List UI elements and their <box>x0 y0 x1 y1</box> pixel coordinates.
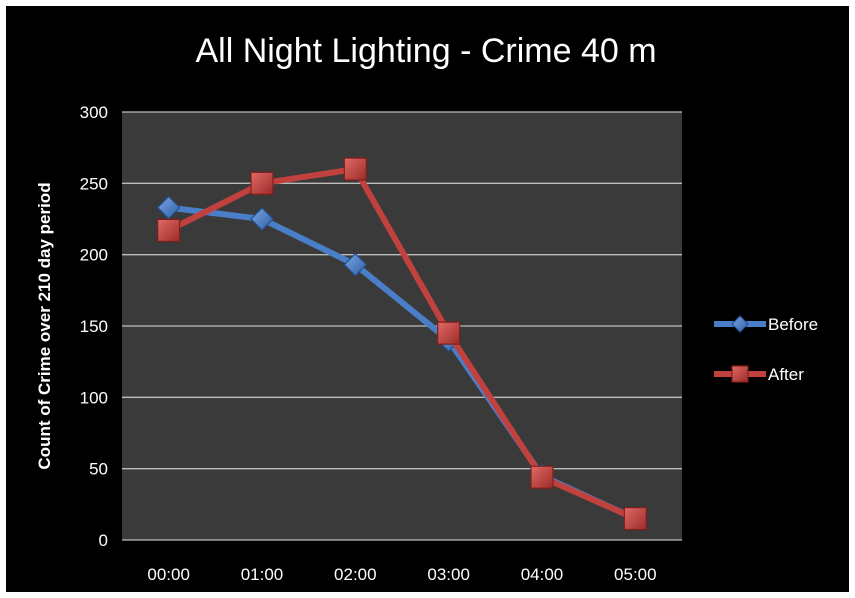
data-point <box>530 465 554 489</box>
legend-label: Before <box>768 315 818 334</box>
y-tick-label: 300 <box>80 103 108 122</box>
data-point <box>343 252 368 277</box>
x-tick-label: 05:00 <box>614 565 657 584</box>
legend-label: After <box>768 365 804 384</box>
y-tick-label: 200 <box>80 246 108 265</box>
line-chart: All Night Lighting - Crime 40 m 0 50 100 15… <box>35 32 818 584</box>
data-point <box>156 195 181 220</box>
y-tick-label: 250 <box>80 174 108 193</box>
data-point <box>731 365 749 383</box>
gridlines <box>122 111 682 541</box>
x-tick-label: 03:00 <box>427 565 470 584</box>
x-tick-label: 01:00 <box>241 565 284 584</box>
y-tick-label: 150 <box>80 317 108 336</box>
y-tick-label: 50 <box>89 460 108 479</box>
data-point <box>623 507 647 531</box>
series-line <box>165 166 639 522</box>
y-axis-ticks: 0 50 100 150 200 250 300 <box>80 103 108 550</box>
y-tick-label: 100 <box>80 388 108 407</box>
y-axis-label: Count of Crime over 210 day period <box>35 182 54 469</box>
legend-item: Before <box>714 315 818 334</box>
x-tick-label: 00:00 <box>147 565 190 584</box>
x-axis-ticks: 00:00 01:00 02:00 03:00 04:00 05:00 <box>147 565 656 584</box>
data-point <box>250 207 274 231</box>
y-tick-label: 0 <box>99 531 108 550</box>
legend: Before After <box>714 315 818 384</box>
series-layer <box>156 157 648 531</box>
series-after <box>157 157 647 531</box>
data-point <box>343 157 367 181</box>
data-point <box>731 315 749 333</box>
chart-title: All Night Lighting - Crime 40 m <box>195 32 656 70</box>
data-point <box>250 171 274 195</box>
data-point <box>157 218 181 243</box>
data-point <box>437 321 461 345</box>
chart-container: All Night Lighting - Crime 40 m 0 50 100 15… <box>6 6 849 592</box>
x-tick-label: 04:00 <box>521 565 564 584</box>
legend-item: After <box>714 365 804 384</box>
x-tick-label: 02:00 <box>334 565 377 584</box>
